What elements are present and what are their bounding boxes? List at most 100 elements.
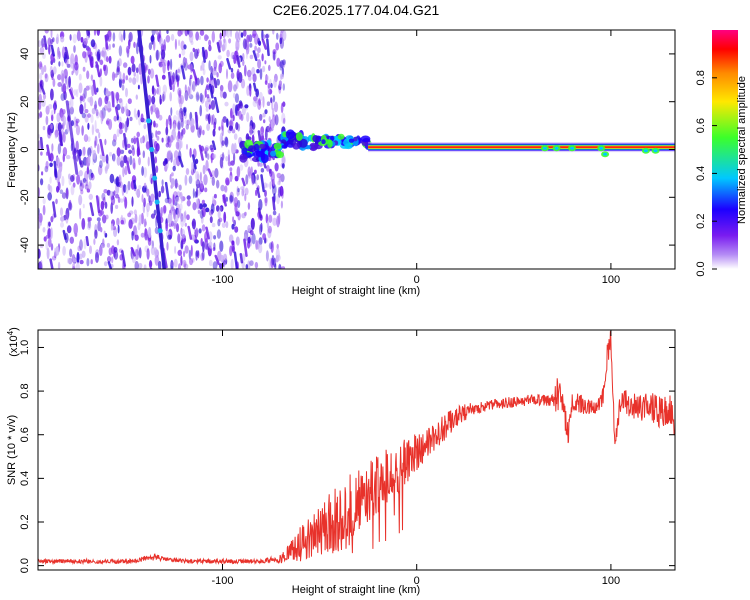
spectrogram-noise-blob: [210, 114, 214, 126]
spectrogram-noise-blob: [105, 154, 109, 164]
spectrogram-noise-blob: [179, 97, 183, 109]
spectrogram-noise-blob: [107, 100, 111, 109]
spectrogram-noise-blob: [211, 222, 216, 228]
snr-y-multiplier: (x104): [6, 327, 20, 357]
spectrogram-noise-blob: [56, 33, 59, 45]
spectrogram-noise-blob: [254, 96, 259, 104]
spectrogram-noise-blob: [107, 107, 112, 112]
spectrogram-noise-streak: [107, 261, 113, 269]
spectrogram-noise-blob: [98, 164, 103, 176]
spectrogram-noise-blob: [69, 248, 73, 258]
spectrogram-noise-blob: [128, 149, 133, 154]
spectrogram-noise-blob: [175, 69, 178, 80]
spectrogram-noise-blob: [212, 114, 215, 125]
spectrogram-noise-blob: [103, 261, 108, 267]
spectrogram-noise-blob: [268, 214, 273, 223]
spectrogram-noise-blob: [150, 193, 155, 203]
spectrogram-noise-blob: [69, 56, 73, 69]
spectrogram-transition-blob: [337, 133, 345, 140]
spectrogram-noise-blob: [42, 93, 47, 100]
spectrogram-noise-blob: [86, 188, 91, 193]
spectrogram-noise-blob: [268, 116, 271, 123]
spectrogram-noise-blob: [260, 132, 265, 141]
spectrogram-noise-blob: [174, 178, 178, 189]
spectrogram-noise-blob: [251, 174, 255, 186]
spectrogram-noise-blob: [254, 45, 257, 52]
spectrogram-noise-blob: [202, 241, 205, 253]
spectrogram-noise-blob: [103, 64, 108, 77]
spectrogram-noise-blob: [130, 55, 135, 65]
spectrogram-noise-blob: [143, 182, 147, 188]
spectrogram-noise-blob: [58, 61, 61, 67]
spectrogram-noise-blob: [60, 36, 65, 43]
spectrogram-noise-blob: [234, 226, 239, 233]
spectrogram-noise-blob: [113, 250, 119, 260]
spectrogram-noise-blob: [230, 67, 234, 73]
spectrogram-noise-blob: [219, 32, 222, 40]
spectrogram-noise-blob: [125, 103, 128, 115]
spectrogram-noise-blob: [125, 184, 129, 195]
spectrogram-carrier-core: [368, 146, 675, 148]
spectrogram-noise-blob: [242, 185, 245, 196]
spectrogram-noise-blob: [197, 209, 201, 214]
spectrogram-noise-blob: [85, 85, 90, 91]
spectrogram-noise-blob: [123, 62, 128, 68]
spectrogram-noise-blob: [143, 264, 147, 269]
spectrogram-noise-blob: [87, 113, 91, 118]
spectrogram-noise-blob: [211, 176, 215, 186]
spectrogram-noise-blob: [109, 173, 115, 184]
spectrogram-noise-blob: [230, 258, 234, 269]
spectrogram-noise-blob: [276, 172, 282, 179]
spectrogram-noise-blob: [84, 109, 89, 114]
spectrogram-noise-blob: [190, 118, 195, 126]
spectrogram-noise-blob: [229, 175, 233, 183]
spectrogram-noise-blob: [105, 88, 109, 97]
spectrogram-noise-blob: [279, 61, 283, 67]
spectrogram-noise-blob: [165, 35, 171, 43]
spectrogram-noise-blob: [172, 115, 178, 124]
spectrogram-transition-blob: [330, 135, 335, 142]
spectrogram-noise-blob: [170, 261, 175, 267]
spectrogram-noise-blob: [232, 114, 235, 122]
spectrogram-noise-blob: [280, 73, 284, 80]
spectrogram-noise-blob: [173, 158, 177, 168]
spectrogram-noise-blob: [148, 42, 153, 50]
spectrogram-noise-blob: [151, 30, 156, 36]
spectrogram-noise-blob: [282, 83, 285, 91]
spectrogram-noise-streak: [68, 88, 75, 100]
spectrogram-noise-blob: [183, 250, 186, 258]
spectrogram-noise-blob: [195, 179, 201, 189]
spectrogram-noise-blob: [118, 128, 123, 135]
spectrogram-noise-blob: [133, 71, 136, 77]
spectrogram-noise-blob: [116, 217, 120, 226]
spectrogram-noise-blob: [124, 196, 128, 209]
spectrogram-noise-blob: [212, 153, 217, 159]
spectrogram-noise-blob: [249, 125, 253, 136]
spectrogram-noise-blob: [265, 33, 270, 39]
spectrogram-noise-blob: [186, 143, 188, 150]
spectrogram-noise-blob: [204, 88, 207, 98]
spectrogram-noise-blob: [172, 194, 175, 206]
spectrogram-noise-blob: [222, 30, 226, 39]
spectrogram-noise-blob: [208, 259, 213, 267]
spectrogram-noise-blob: [48, 237, 52, 248]
spectrogram-noise-blob: [138, 262, 143, 269]
spectrogram-noise-blob: [127, 212, 132, 218]
spectrogram-noise-blob: [184, 174, 188, 186]
spectrogram-noise-blob: [90, 74, 94, 81]
spectrogram-noise-blob: [156, 49, 159, 62]
spectrogram-noise-blob: [63, 68, 68, 79]
spectrogram-noise-blob: [184, 210, 187, 219]
spectrogram-noise-blob: [191, 84, 194, 91]
spectrogram-transition-blob: [270, 150, 277, 157]
spectrogram-noise-blob: [247, 202, 251, 210]
spectrogram-noise-blob: [264, 60, 267, 65]
spectrogram-noise-blob: [74, 61, 79, 71]
spectrogram-noise-blob: [183, 107, 186, 117]
spectrogram-noise-blob: [188, 175, 193, 184]
spectrogram-noise-blob: [83, 177, 86, 183]
spectrogram-noise-blob: [56, 54, 60, 60]
spectrogram-noise-blob: [223, 38, 227, 51]
spectrogram-noise-blob: [236, 68, 240, 78]
spectrogram-noise-blob: [244, 229, 249, 241]
